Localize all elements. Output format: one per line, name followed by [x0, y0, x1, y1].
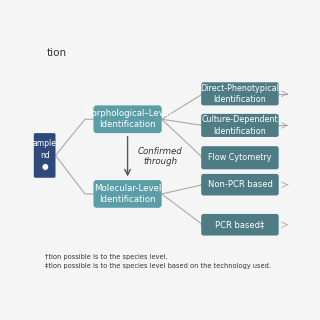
Text: Non-PCR based: Non-PCR based [207, 180, 272, 189]
Text: ample
nd
●: ample nd ● [33, 140, 57, 172]
Text: Morphological–Level
Identification: Morphological–Level Identification [84, 109, 172, 130]
Text: Confirmed
through: Confirmed through [138, 147, 182, 166]
FancyBboxPatch shape [93, 180, 162, 208]
FancyBboxPatch shape [201, 82, 279, 105]
Text: Flow Cytometry: Flow Cytometry [208, 153, 272, 162]
Text: †tion possible is to the species level.: †tion possible is to the species level. [45, 254, 167, 260]
FancyBboxPatch shape [93, 105, 162, 133]
Text: PCR based‡: PCR based‡ [215, 220, 265, 229]
Text: ‡tion possible is to the species level based on the technology used.: ‡tion possible is to the species level b… [45, 263, 271, 269]
Text: Culture-Dependent
Identification: Culture-Dependent Identification [202, 115, 278, 136]
FancyBboxPatch shape [201, 146, 279, 169]
Text: Molecular-Level
Identification: Molecular-Level Identification [94, 184, 161, 204]
FancyBboxPatch shape [201, 114, 279, 137]
FancyBboxPatch shape [201, 174, 279, 196]
FancyBboxPatch shape [201, 214, 279, 236]
Text: Direct-Phenotypical
Identification: Direct-Phenotypical Identification [201, 84, 279, 104]
Text: tion: tion [46, 48, 66, 58]
FancyBboxPatch shape [34, 133, 55, 178]
